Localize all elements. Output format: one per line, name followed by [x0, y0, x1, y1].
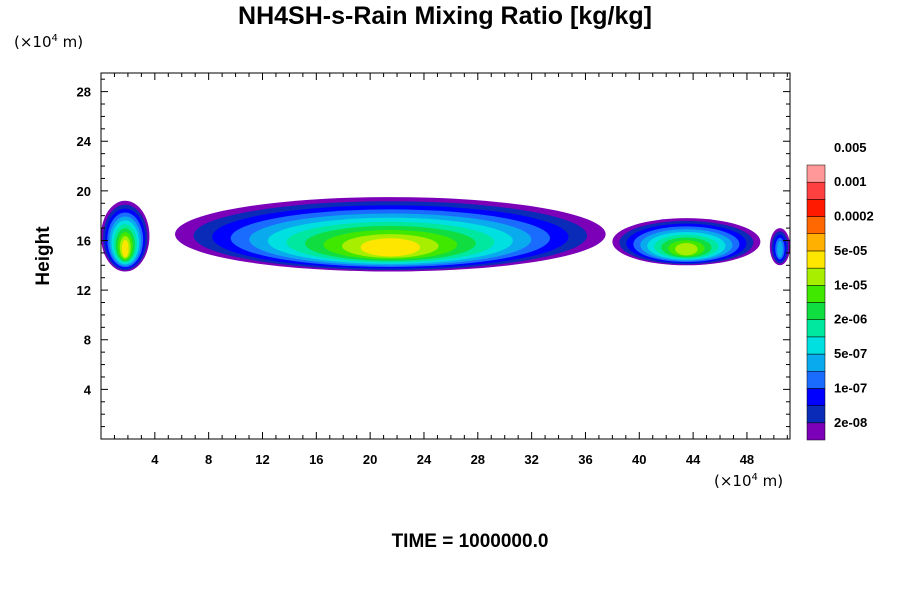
colorbar-label: 0.005 [834, 140, 867, 155]
y-tick-label: 20 [77, 184, 91, 199]
y-tick-label: 28 [77, 85, 91, 100]
mixing-ratio-field [101, 197, 790, 272]
colorbar-label: 1e-07 [834, 380, 867, 395]
time-readout: TIME = 1000000.0 [391, 531, 549, 552]
x-tick-label: 24 [417, 452, 432, 467]
x-tick-label: 8 [205, 452, 212, 467]
contour-region-3-4 [777, 241, 783, 258]
y-axis: 4 8 12 16 20 24 28 [77, 78, 790, 428]
colorbar-swatch [806, 422, 826, 441]
x-tick-label: 40 [632, 452, 646, 467]
colorbar-label: 5e-05 [834, 243, 867, 258]
x-axis: 4 8 12 16 20 24 28 32 36 40 44 48 [113, 73, 788, 467]
x-tick-label: 32 [524, 452, 538, 467]
colorbar-label: 2e-06 [834, 312, 867, 327]
colorbar: 2e-08 1e-07 5e-07 2e-06 1e-05 5e-05 0.0002 0.00… [806, 140, 874, 441]
y-tick-label: 8 [84, 333, 91, 348]
colorbar-swatch [806, 319, 826, 338]
colorbar-swatch [806, 267, 826, 286]
x-axis-unit: (×104 m) [714, 472, 784, 490]
colorbar-swatch [806, 353, 826, 372]
x-tick-label: 12 [255, 452, 269, 467]
contour-region-0-10 [121, 239, 129, 258]
colorbar-swatch [806, 250, 826, 269]
colorbar-swatch [806, 302, 826, 320]
plot-frame [100, 72, 791, 440]
x-tick-label: 20 [363, 452, 377, 467]
y-axis-unit: (×104 m) [14, 33, 84, 51]
colorbar-label: 0.0002 [834, 209, 874, 224]
y-tick-label: 12 [77, 283, 91, 298]
y-tick-label: 24 [77, 134, 92, 149]
colorbar-swatch [806, 388, 826, 406]
y-tick-label: 16 [77, 233, 91, 248]
colorbar-swatch [806, 181, 826, 200]
x-tick-label: 44 [686, 452, 701, 467]
x-tick-label: 36 [578, 452, 592, 467]
y-tick-label: 4 [84, 382, 92, 397]
colorbar-swatch [806, 336, 826, 355]
y-axis-label: Height [33, 226, 54, 286]
colorbar-swatch [806, 285, 826, 303]
chart-title: NH4SH-s-Rain Mixing Ratio [kg/kg] [238, 2, 652, 30]
x-tick-label: 48 [740, 452, 754, 467]
x-tick-label: 4 [151, 452, 159, 467]
colorbar-swatch [806, 405, 826, 424]
contour-region-1-10 [360, 238, 421, 257]
colorbar-label: 5e-07 [834, 346, 867, 361]
contour-region-2-9 [675, 242, 698, 256]
colorbar-swatch [806, 371, 826, 389]
colorbar-label: 1e-05 [834, 277, 867, 292]
colorbar-label: 0.001 [834, 174, 867, 189]
x-tick-label: 28 [471, 452, 485, 467]
x-tick-label: 16 [309, 452, 323, 467]
colorbar-swatch [806, 233, 826, 252]
colorbar-swatch [806, 216, 826, 234]
colorbar-swatch [806, 164, 826, 183]
colorbar-label: 2e-08 [834, 415, 867, 430]
colorbar-swatch [806, 199, 826, 217]
